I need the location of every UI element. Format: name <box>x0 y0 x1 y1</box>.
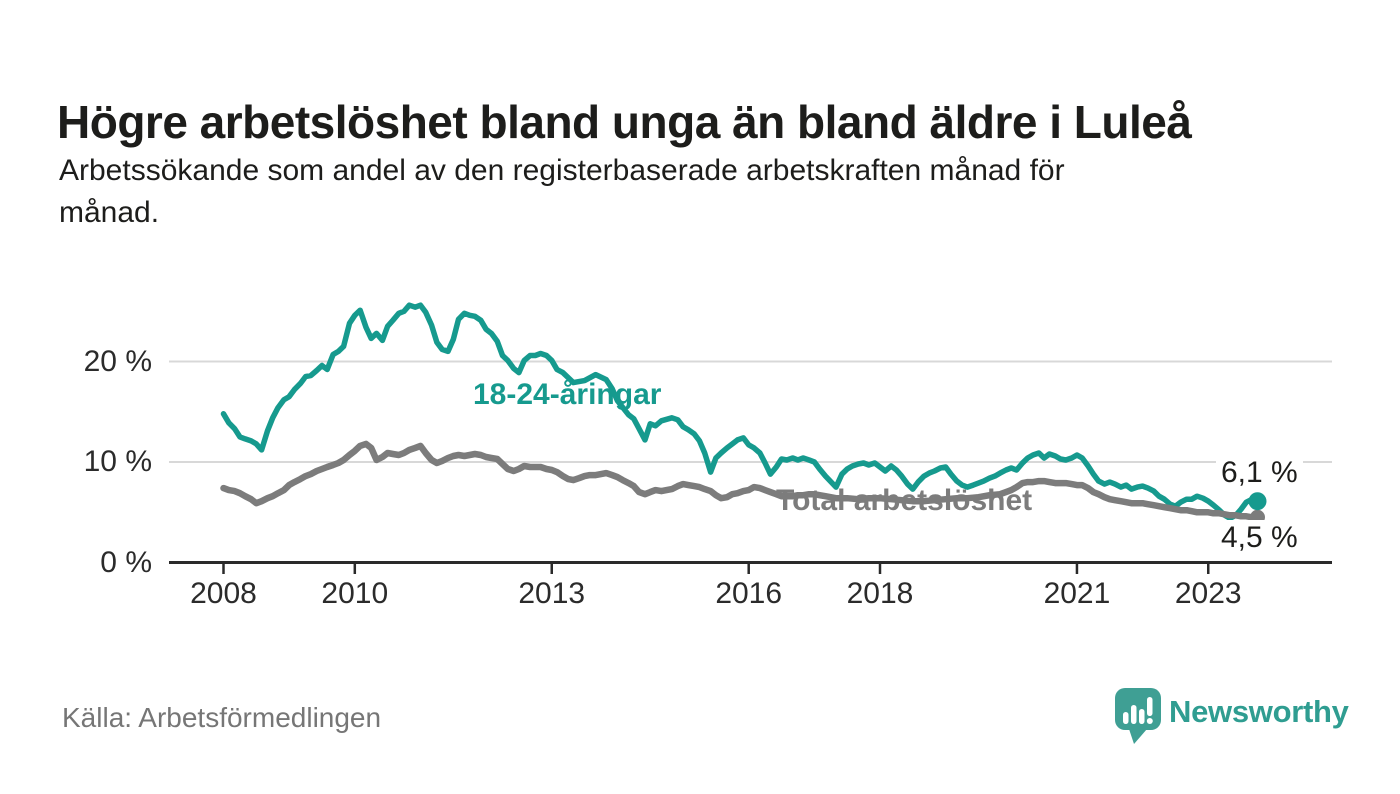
newsworthy-chart-bubble-icon <box>1115 688 1161 744</box>
youth-line <box>220 302 1261 522</box>
end-value-label-total: 4,5 % <box>1216 520 1303 556</box>
newsworthy-wordmark: Newsworthy <box>1169 694 1349 729</box>
series-label-youth: 18-24-åringar <box>473 378 662 411</box>
y-axis-label: 10 % <box>83 445 152 478</box>
subtitle-line-1: Arbetssökande som andel av den registerb… <box>59 154 1065 187</box>
y-axis-label: 20 % <box>83 344 152 378</box>
x-axis-label: 2021 <box>1043 577 1111 610</box>
x-axis-label: 2018 <box>846 577 914 610</box>
x-axis-label: 2008 <box>190 577 257 610</box>
x-axis-label: 2023 <box>1174 577 1242 610</box>
series-label-total: Total arbetslöshet <box>776 484 1033 517</box>
newsworthy-logo: Newsworthy <box>1112 685 1352 749</box>
source-note: Källa: Arbetsförmedlingen <box>62 702 382 733</box>
end-value-label-youth: 6,1 % <box>1216 455 1303 491</box>
y-axis-label: 0 % <box>100 545 152 579</box>
youth-end-dot <box>1248 492 1267 511</box>
x-axis-label: 2013 <box>518 577 586 610</box>
total-line <box>220 440 1261 521</box>
subtitle-line-2: månad. <box>59 196 160 229</box>
x-axis-label: 2016 <box>715 577 783 610</box>
page-title: Högre arbetslöshet bland unga än bland ä… <box>57 95 1192 148</box>
x-axis-label: 2010 <box>321 577 389 610</box>
page-subtitle: Arbetssökande som andel av den registerb… <box>59 150 1065 234</box>
